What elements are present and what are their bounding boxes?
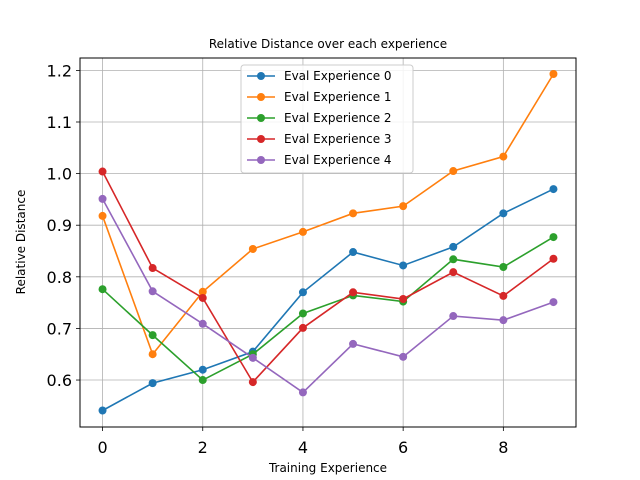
data-point <box>148 379 157 388</box>
plot-frame <box>79 57 577 428</box>
data-point <box>98 285 107 294</box>
data-point <box>349 209 358 218</box>
data-point <box>298 388 307 397</box>
data-point <box>298 323 307 332</box>
legend-entry: Eval Experience 4 <box>247 153 392 167</box>
chart-title: Relative Distance over each experience <box>209 37 447 51</box>
data-point <box>549 298 558 307</box>
data-point <box>449 167 458 176</box>
y-tick-label: 0.9 <box>47 216 72 235</box>
data-point <box>148 350 157 359</box>
data-point <box>298 288 307 297</box>
data-point <box>549 233 558 242</box>
data-point <box>298 309 307 318</box>
data-point <box>349 339 358 348</box>
legend-entry: Eval Experience 0 <box>247 69 392 83</box>
data-point <box>549 254 558 263</box>
y-tick-label: 0.7 <box>47 319 72 338</box>
data-point <box>98 211 107 220</box>
y-tick-label: 0.8 <box>47 268 72 287</box>
data-point <box>399 202 408 211</box>
y-tick-label: 1.1 <box>47 113 72 132</box>
data-point <box>198 365 207 374</box>
data-point <box>148 264 157 273</box>
x-ticks: 0 2 4 6 8 <box>97 427 508 457</box>
series-3 <box>98 167 558 387</box>
data-point <box>449 312 458 321</box>
series-group <box>98 69 558 415</box>
series-1 <box>98 69 558 359</box>
y-tick-label: 1.0 <box>47 165 72 184</box>
x-tick-label: 6 <box>398 438 408 457</box>
series-4 <box>98 194 558 397</box>
legend-label: Eval Experience 0 <box>284 69 392 83</box>
legend-swatch-marker <box>257 135 265 143</box>
data-point <box>349 288 358 297</box>
legend-swatch-marker <box>257 72 265 80</box>
data-point <box>148 331 157 340</box>
series-line <box>102 188 554 412</box>
y-tick-label: 1.2 <box>47 61 72 80</box>
data-point <box>499 316 508 325</box>
legend-label: Eval Experience 3 <box>284 132 392 146</box>
data-point <box>349 248 358 257</box>
series-line <box>101 198 554 394</box>
data-point <box>148 287 157 296</box>
data-point <box>499 263 508 272</box>
y-axis-label: Relative Distance <box>14 190 28 295</box>
legend-label: Eval Experience 1 <box>284 90 392 104</box>
data-point <box>98 194 107 203</box>
data-point <box>198 319 207 328</box>
data-point <box>449 268 458 277</box>
data-point <box>248 353 257 362</box>
series-line <box>101 171 554 384</box>
data-point <box>198 287 207 296</box>
x-tick-label: 4 <box>298 438 308 457</box>
legend-label: Eval Experience 4 <box>284 153 392 167</box>
legend-swatch-marker <box>257 114 265 122</box>
data-point <box>98 406 107 415</box>
data-point <box>248 378 257 387</box>
legend-entry: Eval Experience 2 <box>247 111 392 125</box>
series-line <box>102 236 554 381</box>
data-point <box>198 376 207 385</box>
data-point <box>449 242 458 251</box>
data-point <box>98 167 107 176</box>
data-point <box>499 291 508 300</box>
series-line <box>101 73 555 356</box>
legend-swatch-marker <box>257 156 265 164</box>
legend-entry: Eval Experience 1 <box>247 90 392 104</box>
x-tick-label: 8 <box>498 438 508 457</box>
data-point <box>449 255 458 264</box>
data-point <box>198 293 207 302</box>
y-ticks: 0.6 0.7 0.8 0.9 1.0 1.1 1.2 <box>47 61 80 390</box>
x-axis-label: Training Experience <box>268 461 387 475</box>
series-0 <box>98 185 558 415</box>
data-point <box>549 69 558 78</box>
data-point <box>248 244 257 253</box>
legend-entry: Eval Experience 3 <box>247 132 392 146</box>
data-point <box>399 261 408 270</box>
data-point <box>399 352 408 361</box>
legend-swatch-marker <box>257 93 265 101</box>
data-point <box>499 209 508 218</box>
legend-box <box>240 64 414 174</box>
data-point <box>399 295 408 304</box>
legend-label: Eval Experience 2 <box>284 111 392 125</box>
legend: Eval Experience 0 Eval Experience 1 Eval E… <box>240 64 414 174</box>
data-point <box>549 185 558 194</box>
data-point <box>499 152 508 161</box>
x-tick-label: 2 <box>198 438 208 457</box>
x-tick-label: 0 <box>97 438 107 457</box>
y-tick-label: 0.6 <box>47 371 72 390</box>
data-point <box>298 227 307 236</box>
